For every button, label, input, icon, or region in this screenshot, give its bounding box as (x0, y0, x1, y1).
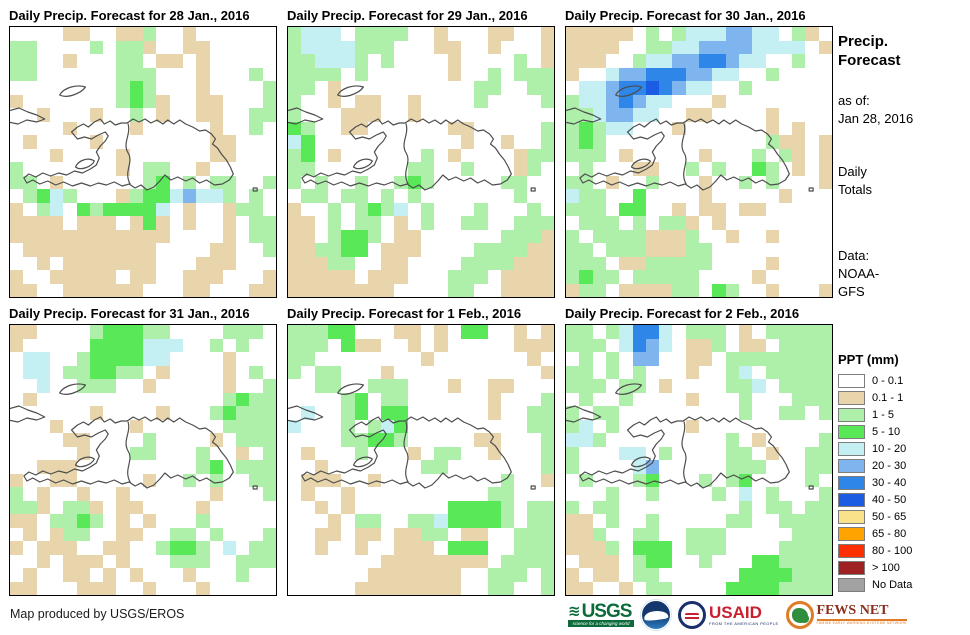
legend-swatch (838, 492, 865, 507)
usaid-stripes-icon (685, 613, 699, 621)
panel-29jan: Daily Precip. Forecast for 29 Jan., 2016 (287, 6, 555, 298)
hispaniola-outline (10, 85, 258, 192)
panel-title: Daily Precip. Forecast for 28 Jan., 2016 (9, 8, 250, 23)
map-credit: Map produced by USGS/EROS (10, 607, 185, 621)
as-of-label: as of: (838, 93, 870, 108)
data-label: Data: (838, 248, 870, 263)
usgs-wave-icon: ≋ (568, 602, 581, 620)
legend-item: 0.1 - 1 (838, 389, 968, 406)
precip-map-28jan (9, 26, 277, 298)
hispaniola-outline (566, 85, 814, 192)
legend-swatch (838, 577, 865, 592)
legend-swatch (838, 407, 865, 422)
legend-item: 80 - 100 (838, 542, 968, 559)
precip-grid (566, 325, 832, 595)
panel-1feb: Daily Precip. Forecast for 1 Feb., 2016 (287, 304, 555, 596)
legend-item: 10 - 20 (838, 440, 968, 457)
legend-item: No Data (838, 576, 968, 593)
usaid-tagline: FROM THE AMERICAN PEOPLE (709, 621, 779, 626)
legend-swatch (838, 441, 865, 456)
hispaniola-outline (288, 383, 536, 490)
panel-row-2: Daily Precip. Forecast for 31 Jan., 2016… (9, 304, 833, 596)
hispaniola-outline (10, 383, 258, 490)
panel-title: Daily Precip. Forecast for 30 Jan., 2016 (565, 8, 806, 23)
precip-grid (10, 325, 276, 595)
sidebar-title-line2: Forecast (838, 52, 901, 69)
panel-title: Daily Precip. Forecast for 29 Jan., 2016 (287, 8, 528, 23)
precip-map-31jan (9, 324, 277, 596)
panel-title: Daily Precip. Forecast for 31 Jan., 2016 (9, 306, 250, 321)
legend-item: > 100 (838, 559, 968, 576)
usgs-wordmark: USGS (581, 601, 633, 622)
noaa-bird-icon (643, 609, 669, 622)
hispaniola-outline (566, 383, 814, 490)
precip-map-29jan (287, 26, 555, 298)
legend-swatch (838, 543, 865, 558)
panel-28jan: Daily Precip. Forecast for 28 Jan., 2016 (9, 6, 277, 298)
data-source-block: Data: NOAA- GFS (838, 247, 879, 301)
forecast-panels-area: Daily Precip. Forecast for 28 Jan., 2016… (9, 6, 833, 602)
legend-item: 0 - 0.1 (838, 372, 968, 389)
usgs-tagline: science for a changing world (568, 620, 634, 627)
panel-31jan: Daily Precip. Forecast for 31 Jan., 2016 (9, 304, 277, 596)
precip-map-2feb (565, 324, 833, 596)
usaid-seal-icon (678, 601, 706, 629)
precip-grid (566, 27, 832, 297)
sidebar-title: Precip. Forecast (838, 32, 901, 70)
data-source-line1: NOAA- (838, 266, 880, 281)
legend-swatch (838, 373, 865, 388)
legend-item: 30 - 40 (838, 474, 968, 491)
legend-title: PPT (mm) (838, 352, 899, 367)
noaa-logo (641, 600, 671, 630)
data-source-line2: GFS (838, 284, 865, 299)
legend-item: 50 - 65 (838, 508, 968, 525)
fewsnet-tagline: FAMINE EARLY WARNING SYSTEMS NETWORK (816, 621, 907, 626)
fewsnet-wordmark: FEWS NET (816, 604, 907, 622)
precip-map-30jan (565, 26, 833, 298)
fewsnet-logo: FEWS NET FAMINE EARLY WARNING SYSTEMS NE… (785, 601, 907, 629)
legend-swatch (838, 390, 865, 405)
as-of-block: as of: Jan 28, 2016 (838, 92, 913, 128)
hispaniola-outline (288, 85, 536, 192)
legend-swatch (838, 509, 865, 524)
legend-item: 1 - 5 (838, 406, 968, 423)
panel-2feb: Daily Precip. Forecast for 2 Feb., 2016 (565, 304, 833, 596)
sidebar: Precip. Forecast as of: Jan 28, 2016 Dai… (838, 0, 968, 600)
panel-row-1: Daily Precip. Forecast for 28 Jan., 2016… (9, 6, 833, 298)
legend-swatch (838, 475, 865, 490)
totals-line2: Totals (838, 182, 872, 197)
legend: PPT (mm) 0 - 0.1 0.1 - 1 1 - 5 5 - 10 10… (838, 352, 968, 593)
panel-title: Daily Precip. Forecast for 1 Feb., 2016 (287, 306, 522, 321)
legend-item: 5 - 10 (838, 423, 968, 440)
legend-item: 40 - 50 (838, 491, 968, 508)
usaid-wordmark: USAID (709, 603, 762, 622)
precip-map-1feb (287, 324, 555, 596)
usgs-logo: ≋ USGS science for a changing world (568, 601, 634, 627)
precip-grid (288, 27, 554, 297)
panel-30jan: Daily Precip. Forecast for 30 Jan., 2016 (565, 6, 833, 298)
sidebar-title-line1: Precip. (838, 33, 889, 50)
partner-logos: ≋ USGS science for a changing world USAI… (568, 599, 914, 631)
as-of-date: Jan 28, 2016 (838, 111, 914, 126)
legend-swatch (838, 560, 865, 575)
panel-title: Daily Precip. Forecast for 2 Feb., 2016 (565, 306, 800, 321)
totals-line1: Daily (838, 164, 867, 179)
legend-swatch (838, 526, 865, 541)
usaid-logo: USAID FROM THE AMERICAN PEOPLE (678, 601, 779, 629)
noaa-seal-icon (641, 600, 671, 630)
fewsnet-globe-icon (785, 601, 814, 629)
legend-swatch (838, 424, 865, 439)
legend-swatch (838, 458, 865, 473)
legend-item: 20 - 30 (838, 457, 968, 474)
precip-grid (10, 27, 276, 297)
legend-item: 65 - 80 (838, 525, 968, 542)
totals-block: Daily Totals (838, 163, 872, 199)
